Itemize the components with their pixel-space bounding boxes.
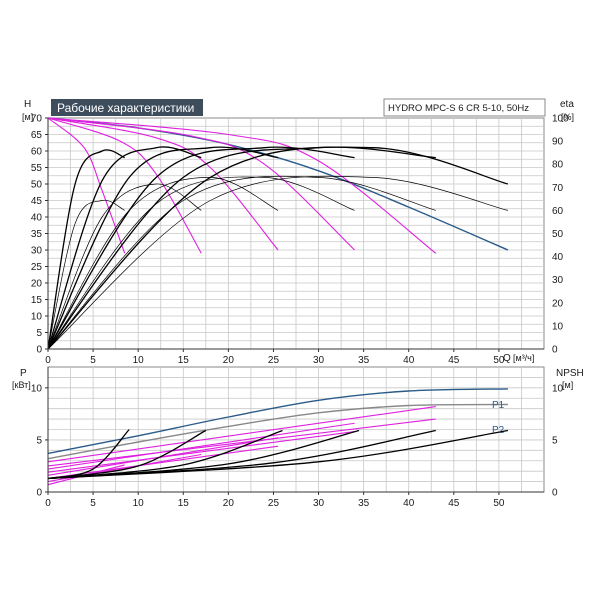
power-panel-curves [47,388,509,486]
head-panel-axes: 0 5 10 15 20 25 30 35 40 45 50 0 5 10 15 20 25 30 35 40 45 50… [31,114,569,367]
head-panel-curves [47,117,509,350]
head-y2-tick-label: 10 [552,321,564,332]
power-x-tick-label: 15 [178,498,190,509]
eta-reduced-curve [47,183,202,350]
head-y2-tick-label: 80 [552,160,564,171]
power-y2-tick-label: 10 [552,383,564,394]
y-axis-unit-power: [кВт] [12,380,31,390]
head-y-tick-label: 40 [31,213,43,224]
power-y-tick-label: 10 [31,383,43,394]
power-x-tick-label: 10 [133,498,145,509]
head-y-tick-label: 15 [31,295,43,306]
series-label-p2: P2 [492,425,505,436]
power-y-tick-label: 5 [36,435,42,446]
p1-curve [47,388,508,455]
head-reduced-curve [47,117,355,251]
head-x-tick-label: 10 [133,355,145,366]
power-x-tick-label: 45 [448,498,460,509]
power-x-tick-label: 25 [268,498,280,509]
eta-reduced-curve [47,175,508,350]
head-x-tick-label: 15 [178,355,190,366]
chart-title: Рабочие характеристики [57,101,194,115]
eta-curve [47,149,125,350]
eta-reduced-curve [47,175,436,350]
head-x-tick-label: 20 [223,355,235,366]
chart-title-background [51,99,203,116]
power-x-tick-label: 5 [90,498,96,509]
power-reduced-curve [47,445,279,480]
y2-axis-unit-npsh: [м] [562,380,573,390]
eta-curve [47,146,436,350]
head-y-tick-label: 50 [31,180,43,191]
head-y2-tick-label: 30 [552,275,564,286]
head-x-tick-label: 40 [403,355,415,366]
head-y-tick-label: 35 [31,229,43,240]
head-x-tick-label: 30 [313,355,325,366]
power-reduced-curve [47,406,436,463]
head-y-tick-label: 70 [31,114,43,125]
power-y2-tick-label: 0 [552,488,558,499]
head-x-tick-label: 5 [90,355,96,366]
head-y-tick-label: 30 [31,246,43,257]
head-reduced-curve [47,117,202,254]
head-y-tick-label: 60 [31,147,43,158]
power-x-tick-label: 0 [45,498,51,509]
head-y2-tick-label: 60 [552,206,564,217]
y2-axis-title-eta: eta [560,99,574,110]
series-label-p1: P1 [492,400,505,411]
head-y-tick-label: 55 [31,163,43,174]
power-reduced-curve [47,431,355,473]
head-y-tick-label: 25 [31,262,43,273]
npsh-curve [47,429,509,480]
head-y-tick-label: 5 [36,328,42,339]
y-axis-title-head: H [24,99,31,110]
head-y2-tick-label: 0 [552,345,558,356]
head-y2-tick-label: 70 [552,183,564,194]
power-reduced-curve [47,418,436,467]
chart-subtitle-box [383,98,546,117]
eta-reduced-curve [47,176,355,350]
head-x-tick-label: 0 [45,355,51,366]
y2-axis-unit-eta: [%] [561,112,574,122]
y-axis-unit-head: [м] [22,112,33,122]
power-x-tick-label: 40 [403,498,415,509]
y2-axis-title-npsh: NPSH [556,368,584,379]
eta-curve [47,146,202,350]
chart-subtitle: HYDRO MPC-S 6 CR 5-10, 50Hz [388,103,529,114]
head-x-tick-label: 45 [448,355,460,366]
head-y2-tick-label: 20 [552,298,564,309]
x-axis-title-flow: Q [503,353,511,364]
head-y-tick-label: 10 [31,312,43,323]
power-x-tick-label: 50 [493,498,505,509]
head-reduced-curve [47,117,437,254]
p2-curve [47,403,508,460]
head-y2-tick-label: 40 [552,252,564,263]
power-panel-axes: 0 5 10 15 20 25 30 35 40 45 50 0 5 10 0 5 10 [31,367,564,509]
head-x-tick-label: 25 [268,355,280,366]
head-y2-tick-label: 100 [552,114,569,125]
head-y2-tick-label: 90 [552,137,564,148]
power-x-tick-label: 30 [313,498,325,509]
head-y-tick-label: 65 [31,130,43,141]
y-axis-title-power: P [20,368,27,379]
power-y-tick-label: 0 [36,488,42,499]
power-reduced-curve [47,422,355,470]
head-y-tick-label: 20 [31,279,43,290]
x-axis-unit-flow: [м³/ч] [513,353,534,363]
power-y2-tick-label: 5 [552,435,558,446]
head-y-tick-label: 45 [31,196,43,207]
power-x-tick-label: 35 [358,498,370,509]
power-reduced-curve [47,437,279,476]
head-x-tick-label: 50 [493,355,505,366]
eta-curve [47,146,509,350]
head-y-tick-label: 0 [36,345,42,356]
head-y2-tick-label: 50 [552,229,564,240]
power-x-tick-label: 20 [223,498,235,509]
eta-reduced-curve [47,177,279,350]
head-x-tick-label: 35 [358,355,370,366]
